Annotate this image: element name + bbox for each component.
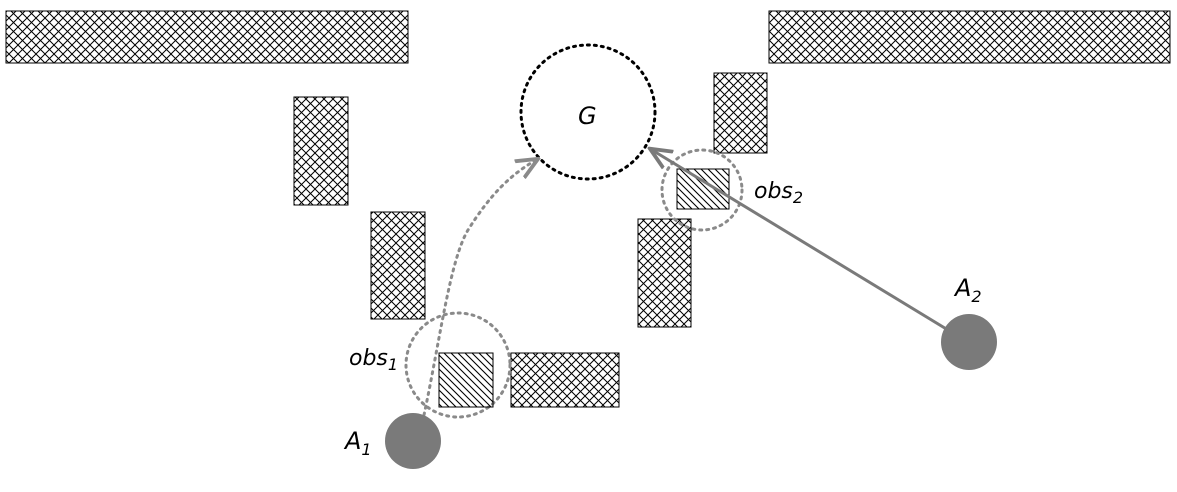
agent1-path	[422, 160, 536, 417]
agent1-label: A1	[343, 427, 372, 459]
obs2-obstacle	[676, 168, 730, 210]
agent2-label: A2	[953, 274, 982, 306]
obstacle-block-left-upper	[293, 96, 349, 206]
obs2-sensing-range	[660, 148, 744, 232]
obstacle-block-left-lower	[370, 211, 426, 320]
obs2-label: obs2	[754, 179, 803, 207]
agent1	[385, 413, 441, 469]
obstacle-block-right-lower	[637, 218, 692, 328]
obs2-label-sub: 2	[793, 188, 803, 207]
agent2-label-sub: 2	[971, 287, 981, 306]
agent1-label-main: A	[343, 427, 361, 455]
agent1-label-sub: 1	[361, 440, 371, 459]
obs1-label: obs1	[349, 346, 398, 374]
wall-top-left	[5, 10, 409, 64]
obstacle-block-right-upper	[713, 72, 768, 154]
obs1-obstacle	[438, 352, 494, 408]
wall-top-right	[768, 10, 1171, 64]
agent2-label-main: A	[953, 274, 971, 302]
agent2	[941, 314, 997, 370]
obs2-label-main: obs	[754, 179, 793, 204]
obs1-label-sub: 1	[388, 355, 398, 374]
goal-label: G	[578, 102, 597, 130]
goal-region	[519, 43, 657, 181]
obs1-sensing-range	[404, 311, 512, 419]
agent2-path	[652, 150, 949, 332]
obs1-label-main: obs	[349, 346, 388, 371]
obstacle-block-bottom-center	[510, 352, 620, 408]
